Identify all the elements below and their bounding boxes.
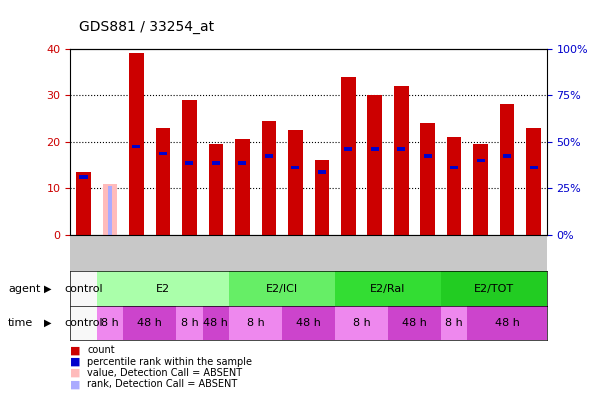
Bar [388, 306, 441, 340]
Text: ■: ■ [70, 357, 81, 367]
Bar [367, 95, 382, 235]
Bar [97, 306, 123, 340]
Bar [123, 306, 176, 340]
Bar [203, 306, 229, 340]
Bar [229, 306, 282, 340]
Bar [394, 86, 409, 235]
Text: 8 h: 8 h [247, 318, 265, 328]
Bar [447, 137, 461, 235]
Bar [441, 306, 467, 340]
Bar [79, 175, 87, 179]
Text: 8 h: 8 h [180, 318, 199, 328]
Text: E2/ICI: E2/ICI [266, 284, 298, 294]
Bar [108, 186, 112, 235]
Bar [530, 166, 538, 169]
Text: ■: ■ [70, 379, 81, 389]
Bar [212, 161, 220, 164]
Text: 8 h: 8 h [353, 318, 370, 328]
Bar [371, 147, 379, 151]
Text: percentile rank within the sample: percentile rank within the sample [87, 357, 252, 367]
Text: control: control [64, 318, 103, 328]
Bar [282, 306, 335, 340]
Bar [291, 166, 299, 169]
Bar [341, 77, 356, 235]
Text: time: time [8, 318, 33, 328]
Text: rank, Detection Call = ABSENT: rank, Detection Call = ABSENT [87, 379, 238, 389]
Bar [70, 271, 97, 306]
Bar [423, 154, 432, 158]
Bar [474, 144, 488, 235]
Text: E2: E2 [156, 284, 170, 294]
Bar [176, 306, 203, 340]
Bar [229, 271, 335, 306]
Bar [335, 306, 388, 340]
Bar [129, 53, 144, 235]
Text: 8 h: 8 h [445, 318, 463, 328]
Bar [238, 161, 246, 164]
Bar [182, 100, 197, 235]
Text: 48 h: 48 h [495, 318, 519, 328]
Bar [467, 306, 547, 340]
Bar [315, 160, 329, 235]
Text: E2/Ral: E2/Ral [370, 284, 406, 294]
Text: agent: agent [8, 284, 40, 294]
Text: count: count [87, 345, 115, 355]
Bar [318, 170, 326, 174]
Bar [235, 139, 250, 235]
Bar [103, 184, 117, 235]
Text: ▶: ▶ [44, 284, 51, 294]
Bar [76, 172, 91, 235]
Text: ■: ■ [70, 345, 81, 355]
Bar [97, 271, 229, 306]
Bar [450, 166, 458, 169]
Bar [397, 147, 405, 151]
Text: ■: ■ [70, 368, 81, 378]
Text: GDS881 / 33254_at: GDS881 / 33254_at [79, 19, 214, 34]
Bar [441, 271, 547, 306]
Bar [526, 128, 541, 235]
Bar [288, 130, 302, 235]
Bar [70, 306, 97, 340]
Text: value, Detection Call = ABSENT: value, Detection Call = ABSENT [87, 368, 243, 378]
Text: 48 h: 48 h [402, 318, 427, 328]
Bar [185, 161, 194, 164]
Bar [159, 151, 167, 155]
Text: 48 h: 48 h [137, 318, 162, 328]
Bar [500, 104, 514, 235]
Bar [208, 144, 223, 235]
Text: ▶: ▶ [44, 318, 51, 328]
Bar [477, 158, 485, 162]
Bar [503, 154, 511, 158]
Text: 48 h: 48 h [203, 318, 229, 328]
Bar [156, 128, 170, 235]
Text: 48 h: 48 h [296, 318, 321, 328]
Text: E2/TOT: E2/TOT [474, 284, 514, 294]
Bar [265, 154, 273, 158]
Bar [262, 121, 276, 235]
Text: control: control [64, 284, 103, 294]
Bar [344, 147, 353, 151]
Text: 8 h: 8 h [101, 318, 119, 328]
Bar [420, 123, 435, 235]
Bar [335, 271, 441, 306]
Bar [133, 145, 141, 148]
